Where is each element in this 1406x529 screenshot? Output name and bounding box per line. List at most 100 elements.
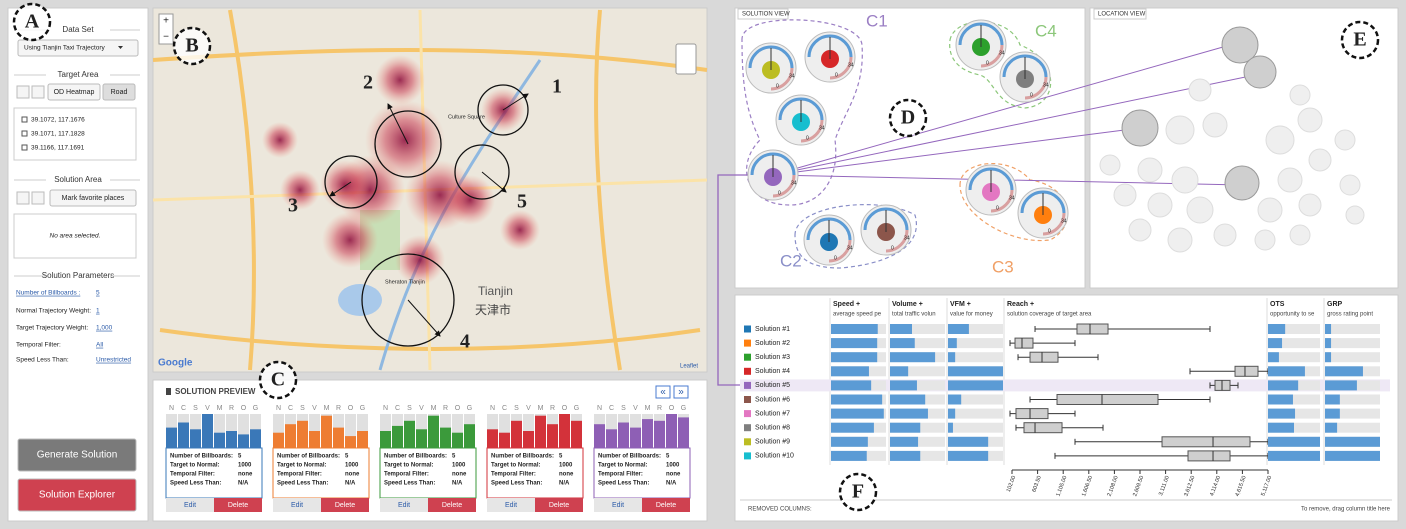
zoom-out[interactable]: − xyxy=(163,32,169,43)
parameter-value[interactable]: 5 xyxy=(96,290,100,297)
icon-button[interactable] xyxy=(16,85,30,99)
location[interactable] xyxy=(1265,125,1295,155)
column-name[interactable]: Volume xyxy=(892,301,917,308)
column-header[interactable]: OTS xyxy=(1270,301,1285,308)
edit-label[interactable]: Edit xyxy=(505,502,517,509)
edit-button[interactable] xyxy=(380,498,428,512)
location[interactable] xyxy=(1339,174,1361,196)
location[interactable] xyxy=(1128,218,1152,242)
layer-control[interactable] xyxy=(675,43,697,75)
edit-button[interactable] xyxy=(487,498,535,512)
solution-name[interactable]: Solution #10 xyxy=(755,453,794,460)
explorer-button[interactable] xyxy=(17,478,137,512)
column-name[interactable]: Reach xyxy=(1007,301,1028,308)
solution-name[interactable]: Solution #1 xyxy=(755,326,790,333)
location[interactable] xyxy=(1147,192,1173,218)
delete-button[interactable] xyxy=(535,498,583,512)
location[interactable] xyxy=(1221,26,1259,64)
delete-label[interactable]: Delete xyxy=(442,502,462,509)
edit-button[interactable] xyxy=(166,498,214,512)
nav-prev-label[interactable]: « xyxy=(660,387,666,398)
column-header[interactable]: VFM + xyxy=(950,301,971,308)
location[interactable] xyxy=(1224,165,1260,201)
edit-label[interactable]: Edit xyxy=(612,502,624,509)
parameter-value[interactable]: 1,000 xyxy=(96,325,113,332)
location[interactable] xyxy=(1345,205,1365,225)
parameter-value[interactable]: 1 xyxy=(96,308,100,315)
zoom-in[interactable]: + xyxy=(163,16,169,27)
nav-next-label[interactable]: » xyxy=(678,387,684,398)
solution-name[interactable]: Solution #5 xyxy=(755,382,790,389)
sort-indicator[interactable]: + xyxy=(1030,301,1034,308)
nav-next[interactable] xyxy=(673,385,689,399)
sort-indicator[interactable]: + xyxy=(856,301,860,308)
solution-name[interactable]: Solution #4 xyxy=(755,368,790,375)
location[interactable] xyxy=(1243,55,1277,89)
location[interactable] xyxy=(1188,78,1212,102)
explorer-button-label[interactable]: Solution Explorer xyxy=(39,490,116,501)
column-name[interactable]: VFM xyxy=(950,301,965,308)
column-header[interactable]: Volume + xyxy=(892,301,923,308)
location[interactable] xyxy=(1289,224,1311,246)
location[interactable] xyxy=(1137,157,1163,183)
generate-button-label[interactable]: Generate Solution xyxy=(37,450,118,461)
location[interactable] xyxy=(1171,166,1199,194)
checkbox[interactable] xyxy=(21,116,28,123)
od-heatmap-button[interactable] xyxy=(47,83,101,101)
edit-label[interactable]: Edit xyxy=(398,502,410,509)
dropdown-label[interactable]: Using Tianjin Taxi Trajectory xyxy=(24,45,106,52)
location[interactable] xyxy=(1297,107,1323,133)
delete-button[interactable] xyxy=(214,498,262,512)
column-name[interactable]: OTS xyxy=(1270,301,1285,308)
location[interactable] xyxy=(1298,193,1322,217)
parameter-value[interactable]: All xyxy=(96,342,104,349)
delete-button[interactable] xyxy=(321,498,369,512)
solution-name[interactable]: Solution #2 xyxy=(755,340,790,347)
checkbox[interactable] xyxy=(21,130,28,137)
solution-name[interactable]: Solution #8 xyxy=(755,425,790,432)
edit-label[interactable]: Edit xyxy=(184,502,196,509)
solution-name[interactable]: Solution #3 xyxy=(755,354,790,361)
checkbox[interactable] xyxy=(21,144,28,151)
location[interactable] xyxy=(1165,115,1195,145)
solution-name[interactable]: Solution #7 xyxy=(755,410,790,417)
location[interactable] xyxy=(1202,112,1228,138)
location[interactable] xyxy=(1289,84,1311,106)
delete-label[interactable]: Delete xyxy=(335,502,355,509)
icon-button[interactable] xyxy=(31,191,45,205)
column-name[interactable]: GRP xyxy=(1327,301,1343,308)
icon-button[interactable] xyxy=(31,85,45,99)
location[interactable] xyxy=(1308,148,1332,172)
location[interactable] xyxy=(1113,183,1137,207)
sort-indicator[interactable]: + xyxy=(919,301,923,308)
road-button-label[interactable]: Road xyxy=(111,89,128,96)
delete-label[interactable]: Delete xyxy=(549,502,569,509)
sort-indicator[interactable]: + xyxy=(967,301,971,308)
icon-button[interactable] xyxy=(16,191,30,205)
attribution[interactable]: Leaflet xyxy=(680,364,698,370)
generate-button[interactable] xyxy=(17,438,137,472)
delete-button[interactable] xyxy=(642,498,690,512)
solution-name[interactable]: Solution #6 xyxy=(755,396,790,403)
location[interactable] xyxy=(1099,154,1121,176)
mark-places-button-label[interactable]: Mark favorite places xyxy=(62,195,125,202)
dropdown[interactable] xyxy=(17,39,139,57)
location[interactable] xyxy=(1167,227,1193,253)
location[interactable] xyxy=(1121,109,1159,147)
parameter-value[interactable]: Unrestricted xyxy=(96,357,131,364)
od-heatmap-button-label[interactable]: OD Heatmap xyxy=(54,89,95,96)
location[interactable] xyxy=(1186,196,1214,224)
edit-button[interactable] xyxy=(273,498,321,512)
column-header[interactable]: Speed + xyxy=(833,301,860,308)
location[interactable] xyxy=(1254,229,1276,251)
column-header[interactable]: Reach + xyxy=(1007,301,1034,308)
column-name[interactable]: Speed xyxy=(833,301,854,308)
edit-label[interactable]: Edit xyxy=(291,502,303,509)
mark-places-button[interactable] xyxy=(49,189,137,207)
column-header[interactable]: GRP xyxy=(1327,301,1343,308)
location[interactable] xyxy=(1277,167,1303,193)
delete-label[interactable]: Delete xyxy=(656,502,676,509)
location[interactable] xyxy=(1334,129,1356,151)
delete-button[interactable] xyxy=(428,498,476,512)
solution-name[interactable]: Solution #9 xyxy=(755,439,790,446)
